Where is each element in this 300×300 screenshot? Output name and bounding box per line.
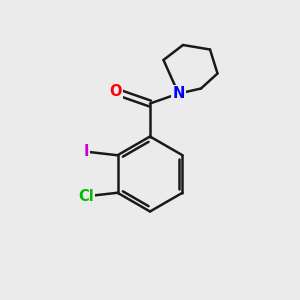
Text: Cl: Cl — [78, 189, 94, 204]
Text: O: O — [109, 84, 122, 99]
Text: N: N — [172, 86, 185, 101]
Text: I: I — [83, 144, 89, 159]
